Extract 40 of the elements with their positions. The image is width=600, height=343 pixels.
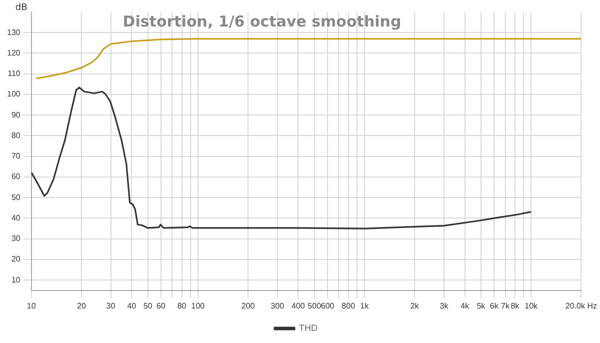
y-tick-label: 40 [11,213,21,222]
y-tick-label: 10 [11,275,21,284]
x-tick-label: 2k [410,301,420,310]
y-tick-label: 120 [6,48,21,58]
y-tick-label: 130 [6,28,21,37]
x-tick-label: 7k [501,301,510,310]
x-tick-label: 100 [191,301,206,310]
x-tick-label: 20 [77,301,86,310]
x-tick-label: 30 [106,301,116,310]
x-tick-label: 40 [127,301,137,310]
y-tick-label: 110 [8,69,21,78]
x-tick-label: 600 [320,301,335,310]
x-tick-label: 800 [342,301,356,310]
y-tick-label: 90 [11,110,21,120]
x-tick-label: 8k [510,301,520,310]
x-tick-label: 200 [241,301,256,310]
y-tick-label: 70 [11,152,21,161]
y-tick-label: 100 [6,90,21,99]
x-tick-label: 4k [460,301,470,310]
x-tick-label: 60 [156,301,166,310]
legend-label: THD [299,322,318,333]
x-tick-label: 80 [177,301,187,310]
x-tick-label: 6k [490,301,500,310]
y-tick-label: 50 [11,192,21,202]
y-tick-label: 80 [11,130,21,140]
x-tick-label: 400 [292,301,306,310]
x-tick-label: 5k [476,301,486,310]
x-tick-label: 10k [524,301,539,310]
chart-title: Distortion, 1/6 octave smoothing [122,12,402,30]
x-tick-label: 3k [440,301,450,310]
x-tick-label: 20.0k Hz [565,301,598,310]
x-tick-label: 1k [360,301,370,310]
y-axis-title: dB [15,2,28,13]
y-tick-label: 60 [11,172,21,182]
y-tick-label: 30 [11,234,21,244]
x-tick-label: 10 [26,301,36,310]
y-tick-label: 20 [11,254,21,264]
x-tick-label: 500 [308,301,322,310]
x-tick-label: 50 [143,301,153,310]
x-tick-label: 300 [270,301,285,310]
